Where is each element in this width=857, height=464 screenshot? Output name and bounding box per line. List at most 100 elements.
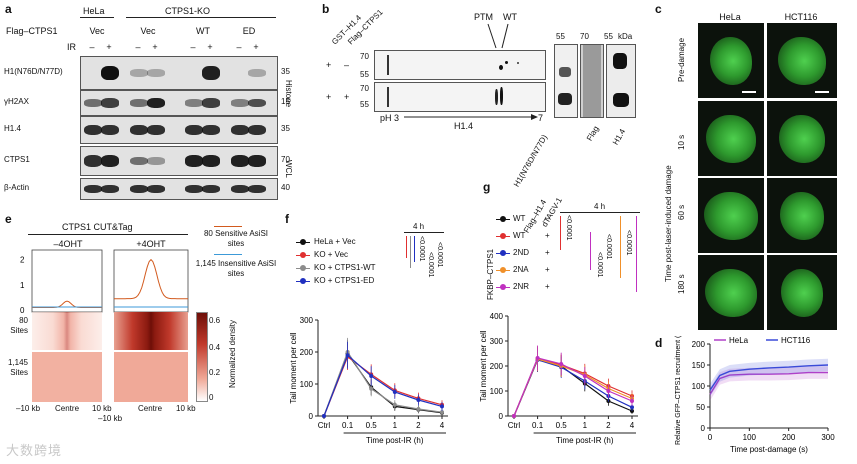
blot-band — [202, 124, 220, 136]
blot-band — [248, 184, 266, 194]
profile-sensitive-line — [32, 300, 102, 308]
mw-right: 55 — [604, 32, 613, 41]
y-tick-label: 100 — [692, 382, 706, 391]
ph3-label: pH 3 — [380, 113, 400, 123]
blot-4 — [80, 178, 278, 200]
micrograph-hct116 — [766, 22, 838, 99]
data-point — [559, 362, 564, 366]
x-tick-label: 0.1 — [532, 421, 544, 430]
panel-f-label: f — [285, 212, 289, 226]
group-label: Vec — [140, 26, 156, 36]
micrograph-hct116 — [766, 254, 838, 331]
legend-dot — [300, 252, 306, 258]
colorbar — [196, 312, 208, 402]
legend-dot — [500, 284, 506, 290]
panel-c-label: c — [655, 2, 662, 16]
xtick-left-2: –10 kb — [98, 414, 123, 423]
colorbar-tick: 0.6 — [209, 316, 221, 325]
blot-mw: 70 — [281, 155, 290, 164]
legend-sign: + — [545, 265, 550, 274]
data-point — [392, 402, 397, 407]
side-wcl: WCL — [284, 160, 293, 178]
blot-band — [84, 99, 102, 107]
blot-band — [231, 155, 249, 167]
y-tick-label: 300 — [490, 337, 504, 346]
cell-fluorescence — [706, 114, 756, 163]
series-line — [323, 352, 443, 417]
blot-2d-bottom — [374, 82, 546, 112]
annot-4h-g: 4 h — [594, 202, 606, 211]
profile-frame — [31, 249, 103, 313]
y-tick-label: 150 — [692, 361, 706, 370]
ir-sign: – — [236, 42, 242, 52]
mw: 70 — [360, 84, 369, 93]
mw-right: 70 — [580, 32, 589, 41]
sign: – — [344, 60, 350, 70]
blot-band — [147, 184, 165, 194]
legend-dot — [500, 216, 506, 222]
cuttag-title: CTPS1 CUT&Tag — [62, 222, 133, 232]
pvalue-g: <0.0001 — [565, 215, 572, 241]
row-pre-damage: Pre-damage — [677, 37, 686, 82]
profile-ytick: 1 — [20, 281, 25, 290]
blot-band — [147, 97, 165, 109]
heatmap-plus-insensitive — [114, 352, 188, 402]
blot-1d-h14 — [606, 44, 636, 118]
ptm-label: PTM — [474, 12, 493, 22]
data-point — [416, 406, 421, 411]
blot-1d-flag — [580, 44, 604, 118]
x-tick-label: 0.1 — [342, 421, 354, 430]
blot-band — [130, 124, 148, 136]
group-label: WT — [196, 26, 210, 36]
title-line — [28, 234, 188, 235]
data-point — [630, 405, 634, 410]
xtick-right-2: 10 kb — [176, 404, 196, 413]
series-line — [513, 357, 633, 417]
micrograph-hela — [697, 22, 765, 99]
micrograph-hela — [697, 254, 765, 331]
blot-band — [84, 155, 102, 167]
x-tick-label: 1 — [393, 421, 398, 430]
blot-band — [231, 184, 249, 194]
blot-band — [231, 99, 249, 107]
blot-band — [202, 66, 220, 80]
bracket-f — [414, 236, 415, 262]
x-axis-label: Time post-IR (h) — [556, 436, 614, 445]
blot-mw: 35 — [281, 67, 290, 76]
y-tick-label: 0 — [499, 412, 504, 421]
colorbar-tick: 0.4 — [209, 343, 221, 352]
heatmap-plus-sensitive — [114, 312, 188, 350]
blot-2 — [80, 116, 278, 144]
blot-band — [84, 124, 102, 136]
blot-band — [248, 98, 266, 108]
data-point — [606, 389, 611, 393]
row2-count: 1,145 — [7, 358, 28, 367]
cell-fluorescence — [778, 36, 826, 85]
mw: 55 — [360, 100, 369, 109]
group-label: Vec — [89, 26, 105, 36]
row-60s: 60 s — [677, 204, 686, 220]
blot-band — [248, 69, 266, 77]
row2-sites: Sites — [10, 368, 28, 377]
panel-e-label: e — [5, 212, 12, 226]
header-ctps1-ko: CTPS1-KO — [165, 6, 211, 16]
ph-arrow — [404, 114, 538, 120]
blot-band — [101, 124, 119, 136]
sign: + — [326, 92, 332, 102]
y-tick-label: 300 — [300, 316, 314, 325]
legend-sign: + — [545, 231, 550, 240]
x-tick-label: 0.5 — [556, 421, 568, 430]
ptm-arrows — [487, 23, 509, 49]
blot-band — [101, 184, 119, 194]
mw: 70 — [360, 52, 369, 61]
pvalue-g: <0.0001 — [605, 234, 612, 260]
micrograph-hela — [697, 177, 765, 254]
blot-0 — [80, 56, 278, 90]
blot-label-h1-n76d: H1(N76D/N77D) — [512, 133, 550, 189]
xtick-mid-2: Centre — [138, 404, 163, 413]
profile-ytick: 0 — [20, 306, 25, 315]
data-point — [630, 409, 634, 413]
row-ir: IR — [67, 42, 76, 52]
blot-1d-h1-n76d — [554, 44, 578, 118]
row1-label: 80 Sites — [4, 316, 28, 336]
